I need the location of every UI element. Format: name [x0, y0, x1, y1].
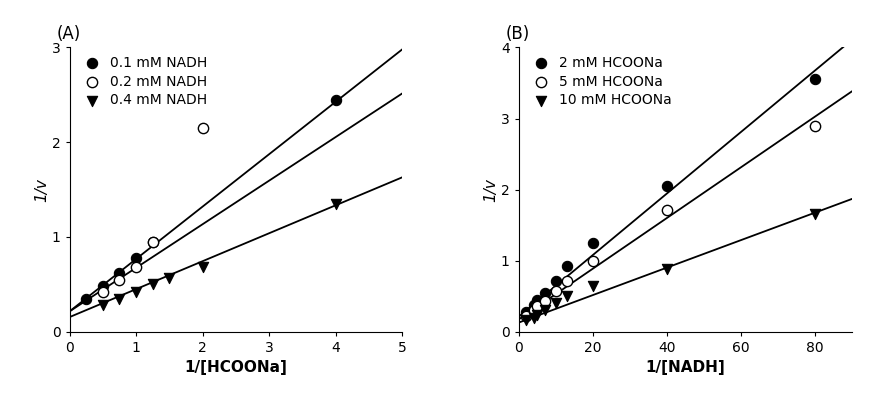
0.1 mM NADH	[96, 283, 109, 290]
5 mM HCOONa	[660, 206, 673, 213]
Text: (A): (A)	[56, 25, 81, 43]
0.4 mM NADH	[96, 302, 109, 308]
0.1 mM NADH	[79, 295, 93, 302]
2 mM HCOONa	[560, 263, 574, 269]
0.4 mM NADH	[328, 201, 342, 207]
0.4 mM NADH	[196, 264, 209, 271]
Text: (B): (B)	[506, 25, 530, 43]
X-axis label: 1/[NADH]: 1/[NADH]	[646, 360, 725, 375]
10 mM HCOONa	[530, 312, 544, 318]
0.2 mM NADH	[196, 125, 209, 131]
Y-axis label: 1/v: 1/v	[34, 178, 49, 201]
0.2 mM NADH	[129, 264, 143, 271]
2 mM HCOONa	[527, 302, 541, 308]
0.1 mM NADH	[112, 270, 126, 276]
0.4 mM NADH	[163, 275, 176, 281]
5 mM HCOONa	[807, 122, 821, 129]
10 mM HCOONa	[660, 266, 673, 273]
10 mM HCOONa	[538, 307, 552, 314]
2 mM HCOONa	[586, 240, 600, 246]
5 mM HCOONa	[520, 313, 534, 319]
0.2 mM NADH	[96, 289, 109, 295]
2 mM HCOONa	[549, 277, 563, 284]
2 mM HCOONa	[530, 297, 544, 303]
0.4 mM NADH	[112, 295, 126, 302]
5 mM HCOONa	[538, 297, 552, 304]
10 mM HCOONa	[549, 300, 563, 307]
5 mM HCOONa	[530, 303, 544, 309]
10 mM HCOONa	[560, 293, 574, 299]
0.1 mM NADH	[328, 96, 342, 103]
2 mM HCOONa	[660, 183, 673, 189]
Legend: 2 mM HCOONa, 5 mM HCOONa, 10 mM HCOONa: 2 mM HCOONa, 5 mM HCOONa, 10 mM HCOONa	[526, 55, 673, 109]
10 mM HCOONa	[527, 314, 541, 321]
2 mM HCOONa	[538, 290, 552, 296]
0.2 mM NADH	[146, 239, 160, 245]
2 mM HCOONa	[807, 76, 821, 83]
0.1 mM NADH	[129, 255, 143, 261]
5 mM HCOONa	[586, 258, 600, 264]
0.4 mM NADH	[129, 289, 143, 295]
5 mM HCOONa	[560, 277, 574, 284]
5 mM HCOONa	[549, 288, 563, 294]
5 mM HCOONa	[527, 307, 541, 314]
Legend: 0.1 mM NADH, 0.2 mM NADH, 0.4 mM NADH: 0.1 mM NADH, 0.2 mM NADH, 0.4 mM NADH	[76, 55, 209, 109]
0.1 mM NADH	[146, 239, 160, 245]
10 mM HCOONa	[586, 282, 600, 289]
0.2 mM NADH	[112, 276, 126, 283]
2 mM HCOONa	[520, 309, 534, 315]
X-axis label: 1/[HCOONa]: 1/[HCOONa]	[184, 360, 288, 375]
10 mM HCOONa	[807, 211, 821, 218]
10 mM HCOONa	[520, 317, 534, 324]
Y-axis label: 1/v: 1/v	[483, 178, 498, 201]
0.4 mM NADH	[146, 281, 160, 288]
